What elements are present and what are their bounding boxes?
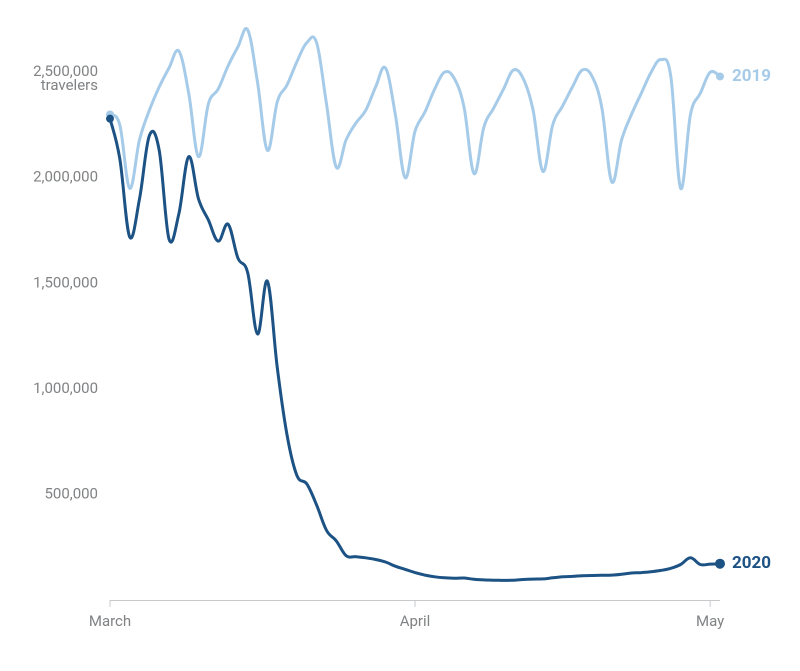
- series-start-marker-2020: [106, 115, 114, 123]
- y-tick-label: 500,000: [44, 484, 98, 502]
- chart-svg: 2,500,000travelers2,000,0001,500,0001,00…: [0, 0, 800, 671]
- series-label-2019: 2019: [732, 66, 771, 86]
- x-tick-label: March: [89, 612, 131, 630]
- travelers-line-chart: 2,500,000travelers2,000,0001,500,0001,00…: [0, 0, 800, 671]
- y-tick-label: 1,000,000: [33, 379, 98, 397]
- x-tick-label: May: [696, 612, 724, 630]
- series-line-2019: [110, 29, 720, 189]
- x-tick-label: April: [400, 612, 431, 630]
- y-sublabel: travelers: [41, 76, 98, 94]
- y-tick-label: 1,500,000: [33, 273, 98, 291]
- y-tick-label: 2,000,000: [33, 168, 98, 186]
- series-end-marker-2020: [715, 559, 725, 569]
- series-end-marker-2019: [716, 72, 724, 80]
- series-line-2020: [110, 119, 720, 581]
- series-label-2020: 2020: [732, 553, 771, 573]
